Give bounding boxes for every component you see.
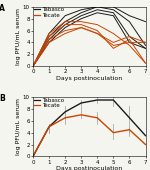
Line: Tecate: Tecate <box>33 22 146 66</box>
Tecate <box>129 44 130 46</box>
Tecate <box>96 117 98 119</box>
X-axis label: Days postinoculation: Days postinoculation <box>56 76 122 81</box>
Tecate <box>64 117 66 119</box>
Tecate <box>112 32 114 35</box>
Tabasco <box>64 111 66 113</box>
Line: Tecate: Tecate <box>33 115 146 156</box>
Tecate <box>48 126 50 128</box>
Tecate <box>32 65 34 67</box>
Tecate <box>64 21 66 23</box>
Legend: Tabasco, Tecate: Tabasco, Tecate <box>34 98 64 108</box>
Y-axis label: log PFU/mL serum: log PFU/mL serum <box>16 8 21 65</box>
Tabasco <box>145 21 146 23</box>
Tabasco <box>96 99 98 101</box>
Tecate <box>32 155 34 157</box>
Tabasco <box>112 6 114 8</box>
Tecate <box>145 143 146 146</box>
Tabasco <box>145 135 146 137</box>
Tabasco <box>112 99 114 101</box>
Y-axis label: log PFU/mL serum: log PFU/mL serum <box>16 98 21 155</box>
Tabasco <box>129 15 130 17</box>
Tabasco <box>48 126 50 128</box>
Tabasco <box>32 155 34 157</box>
Tecate <box>112 132 114 134</box>
Line: Tabasco: Tabasco <box>33 100 146 156</box>
Tabasco <box>80 102 82 104</box>
Tabasco <box>129 117 130 119</box>
Tabasco <box>96 6 98 8</box>
Text: A: A <box>0 4 5 13</box>
Tabasco <box>32 65 34 67</box>
Legend: Tabasco, Tecate: Tabasco, Tecate <box>34 7 64 18</box>
Tecate <box>80 21 82 23</box>
Tecate <box>129 129 130 131</box>
Tabasco <box>48 32 50 35</box>
Tecate <box>96 24 98 26</box>
Text: B: B <box>0 94 5 103</box>
Tecate <box>145 62 146 64</box>
Tecate <box>80 114 82 116</box>
Tabasco <box>80 9 82 11</box>
Tabasco <box>64 15 66 17</box>
Line: Tabasco: Tabasco <box>33 7 146 66</box>
Tecate <box>48 32 50 35</box>
X-axis label: Days postinoculation: Days postinoculation <box>56 166 122 170</box>
